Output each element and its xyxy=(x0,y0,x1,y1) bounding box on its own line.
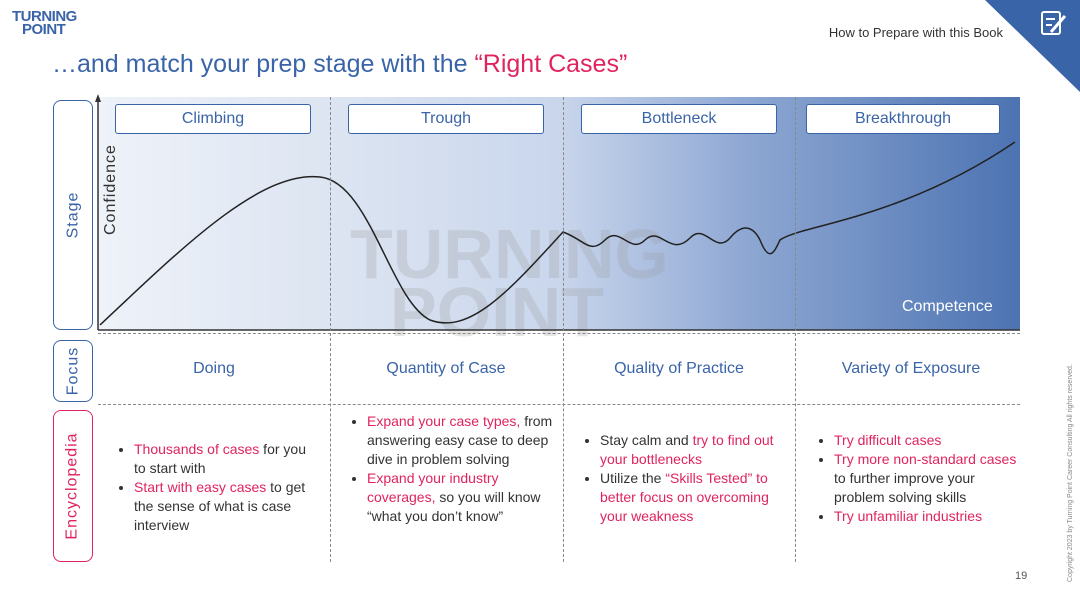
y-axis-label: Confidence xyxy=(102,144,119,235)
section-title: How to Prepare with this Book xyxy=(828,25,1003,40)
bullet-item: Try unfamiliar industries xyxy=(834,507,1020,526)
divider xyxy=(98,404,1020,405)
page-number: 19 xyxy=(1015,570,1028,582)
row-label-focus: Focus xyxy=(53,340,93,402)
row-label-stage: Stage xyxy=(53,100,93,330)
bullet-item: Stay calm and try to find out your bottl… xyxy=(600,431,791,469)
corner-banner xyxy=(985,0,1080,92)
stage-trough: Trough xyxy=(348,104,544,134)
encyclopedia-col: Thousands of cases for you to start with… xyxy=(110,440,315,535)
confidence-curve xyxy=(95,94,1020,331)
divider xyxy=(98,333,1020,334)
divider xyxy=(330,97,331,562)
encyclopedia-col: Expand your case types, from answering e… xyxy=(343,412,558,526)
bullet-item: Thousands of cases for you to start with xyxy=(134,440,315,478)
bullet-item: Utilize the “Skills Tested” to better fo… xyxy=(600,469,791,526)
focus-quality: Quality of Practice xyxy=(614,360,744,377)
stage-bottleneck: Bottleneck xyxy=(581,104,777,134)
x-axis-label: Competence xyxy=(902,298,993,315)
edit-note-icon xyxy=(1041,11,1067,35)
copyright: Copyright 2023 by Turning Point Career C… xyxy=(1067,364,1074,582)
divider xyxy=(563,97,564,562)
row-label-encyclopedia: Encyclopedia xyxy=(53,410,93,562)
stage-climbing: Climbing xyxy=(115,104,311,134)
encyclopedia-col: Stay calm and try to find out your bottl… xyxy=(576,431,791,526)
bullet-item: Expand your industry coverages, so you w… xyxy=(367,469,558,526)
bullet-item: Try difficult cases xyxy=(834,431,1020,450)
divider xyxy=(795,97,796,562)
bullet-item: Expand your case types, from answering e… xyxy=(367,412,558,469)
page-title: …and match your prep stage with the “Rig… xyxy=(52,50,628,78)
focus-variety: Variety of Exposure xyxy=(841,360,981,377)
focus-doing: Doing xyxy=(193,360,235,377)
encyclopedia-col: Try difficult casesTry more non-standard… xyxy=(810,431,1020,526)
logo: TURNING POINT xyxy=(12,8,77,38)
stage-breakthrough: Breakthrough xyxy=(806,104,1000,134)
watermark: TURNING POINT xyxy=(350,215,669,351)
focus-quantity: Quantity of Case xyxy=(386,360,506,377)
bullet-item: Try more non-standard cases to further i… xyxy=(834,450,1020,507)
bullet-item: Start with easy cases to get the sense o… xyxy=(134,478,315,535)
